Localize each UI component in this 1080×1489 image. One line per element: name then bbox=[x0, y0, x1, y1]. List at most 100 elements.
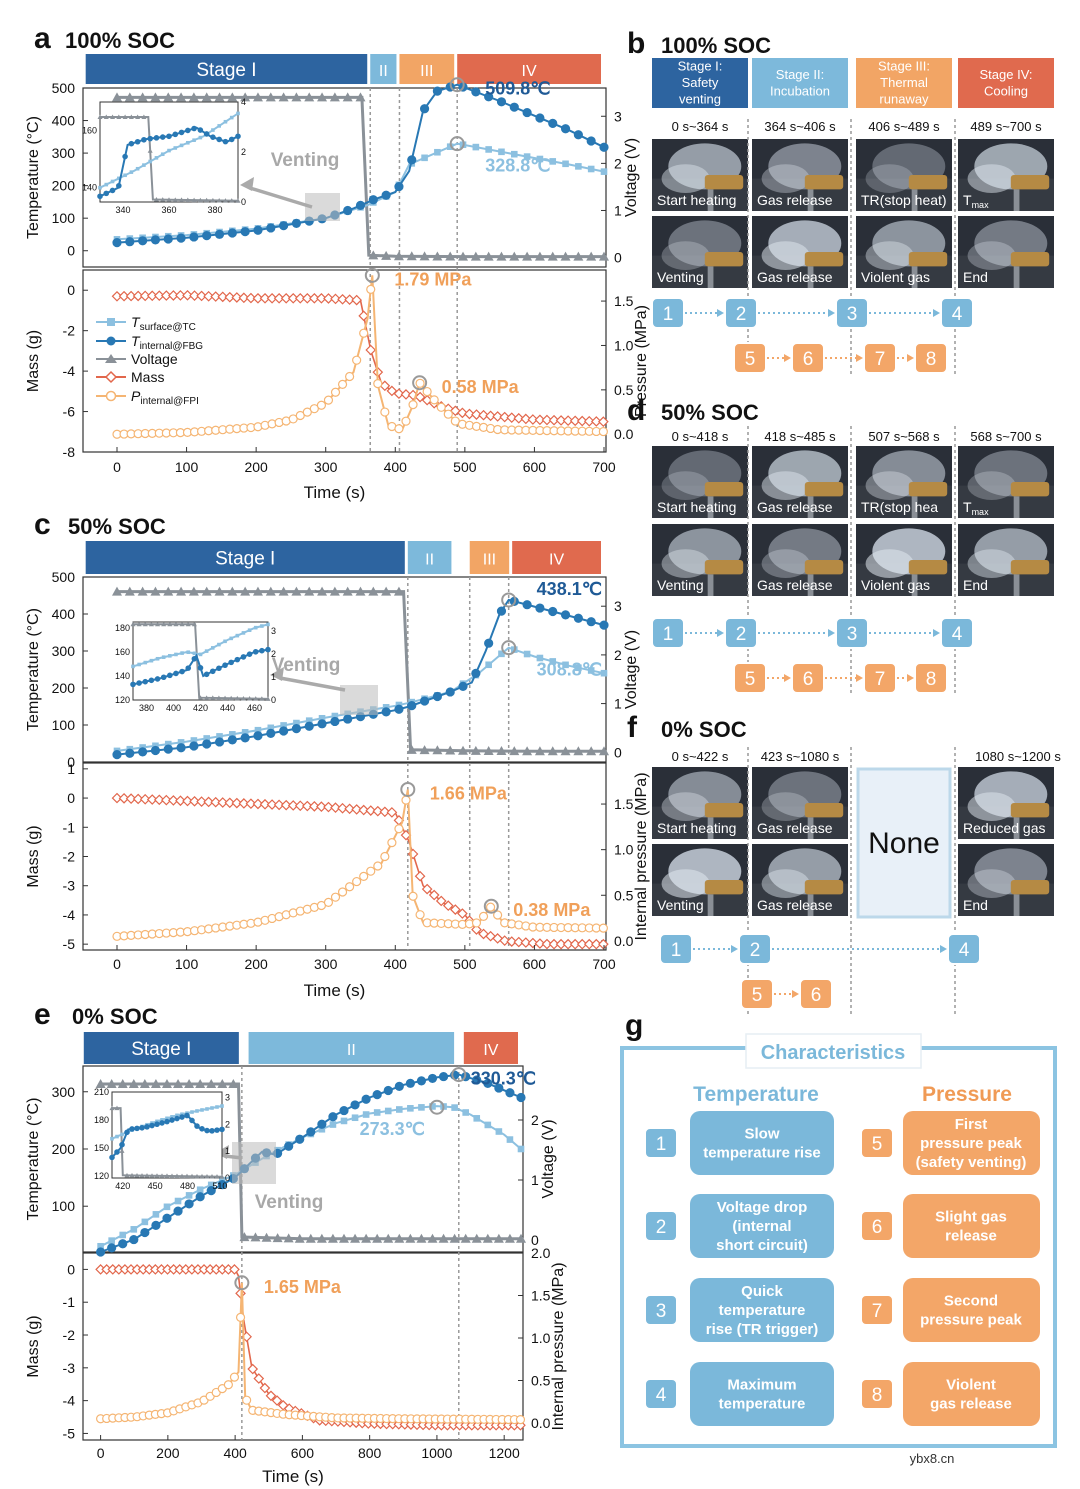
fixture-rod bbox=[707, 266, 714, 288]
flow-step-number: 5 bbox=[745, 349, 756, 370]
inset-voltage-markers-point bbox=[179, 197, 185, 202]
pressure-markers-point bbox=[380, 407, 390, 417]
internal-temp-markers-point bbox=[427, 1073, 438, 1084]
fixture-rod bbox=[807, 266, 814, 288]
voltage-markers-point bbox=[405, 1233, 416, 1243]
mass-markers-point bbox=[125, 290, 137, 302]
inset-y2-tick-label: 2 bbox=[271, 649, 276, 659]
surface-temp-markers-point bbox=[472, 143, 480, 151]
internal-temp-markers-point bbox=[599, 620, 609, 630]
internal-temp-markers-point bbox=[484, 638, 494, 648]
inset-voltage-markers-point bbox=[191, 197, 197, 203]
internal-temp-markers-point bbox=[419, 696, 430, 706]
pressure-markers-point bbox=[316, 400, 327, 410]
x-tick-label: 1000 bbox=[421, 1445, 452, 1461]
inset-internal-markers-point bbox=[178, 129, 185, 136]
peak-annotation: 1.65 MPa bbox=[264, 1277, 342, 1297]
flow-step-number: 7 bbox=[875, 669, 886, 690]
y2-tick-label: 1 bbox=[531, 1172, 539, 1188]
mass-markers-point bbox=[351, 294, 363, 306]
mass-markers-point bbox=[196, 290, 207, 302]
y-axis-title: Temperature (°C) bbox=[25, 1098, 42, 1221]
none-box bbox=[856, 767, 952, 919]
characteristic-text: Quick temperature rise (TR trigger) bbox=[706, 1283, 819, 1338]
mass-markers-point bbox=[229, 1264, 240, 1275]
experiment-photo bbox=[958, 844, 1054, 916]
surface-temp-markers-point bbox=[600, 168, 608, 175]
inset-surface-markers-point bbox=[266, 622, 270, 627]
surface-temp-markers-point bbox=[108, 1237, 115, 1244]
mass-markers-point bbox=[245, 292, 257, 304]
experiment-photo bbox=[652, 767, 748, 839]
inset-x-tick-label: 420 bbox=[193, 703, 208, 713]
stage-time-range: 1080 s~1200 s bbox=[975, 749, 1061, 764]
y-tick-label: 200 bbox=[52, 178, 76, 194]
stage-label: Stage I bbox=[215, 549, 275, 570]
internal-temp-markers-point bbox=[138, 236, 148, 246]
pressure-markers-point bbox=[345, 882, 355, 892]
inset-voltage-markers-point bbox=[214, 1174, 220, 1179]
surface-temp-markers-point bbox=[523, 650, 531, 658]
inset-surface-markers-point bbox=[120, 1132, 124, 1137]
inset-internal-markers-point bbox=[130, 681, 136, 688]
mass-markers-point bbox=[247, 1363, 259, 1375]
flow-step-number: 5 bbox=[872, 1134, 883, 1155]
characteristic-box bbox=[903, 1362, 1040, 1426]
voltage-markers-point bbox=[547, 746, 558, 756]
inset-x-tick-label: 340 bbox=[115, 205, 130, 215]
inset-voltage-markers-point bbox=[179, 621, 185, 627]
inset-voltage-markers bbox=[130, 621, 271, 701]
surface-temp-markers-point bbox=[523, 153, 531, 160]
internal-temp-markers-point bbox=[343, 205, 353, 216]
voltage-markers-point bbox=[316, 1233, 327, 1243]
fixture-rod bbox=[807, 574, 814, 596]
internal-temp-markers-point bbox=[522, 107, 532, 118]
flow-step: 2 bbox=[724, 617, 758, 649]
voltage-markers-point bbox=[252, 586, 263, 596]
x-tick-label: 100 bbox=[175, 459, 199, 475]
inset-voltage-markers-point bbox=[210, 197, 216, 203]
y-tick-label: -1 bbox=[63, 819, 76, 835]
voltage-markers-point bbox=[483, 745, 494, 755]
internal-temp-markers-point bbox=[151, 1220, 161, 1230]
internal-temp-markers-point bbox=[484, 92, 494, 102]
mass-markers-point bbox=[273, 292, 285, 304]
inset-voltage-markers-point bbox=[103, 114, 109, 119]
experiment-photo bbox=[752, 524, 848, 596]
surface-temp-markers-point bbox=[267, 724, 275, 732]
battery-fixture bbox=[804, 803, 844, 818]
internal-temp-markers-point bbox=[573, 130, 583, 140]
inset-internal-markers-point bbox=[197, 665, 204, 671]
stage-segment: II bbox=[370, 54, 397, 84]
peak-annotation: 328.8℃ bbox=[485, 156, 550, 176]
inset-surface-markers-point bbox=[210, 646, 215, 650]
internal-temp-markers-point bbox=[548, 606, 558, 617]
inset-y2-tick-label: 0 bbox=[241, 197, 246, 207]
flow-step-number: 2 bbox=[750, 940, 761, 961]
venting-label: Venting bbox=[271, 150, 340, 171]
internal-temp-markers-point bbox=[284, 1141, 294, 1151]
inset-surface-markers-point bbox=[190, 1110, 194, 1114]
legend-marker bbox=[107, 318, 115, 326]
internal-temp-markers-point bbox=[95, 1247, 106, 1257]
mass-markers-point bbox=[358, 310, 370, 322]
pressure-markers-point bbox=[229, 1372, 240, 1382]
inset-surface-markers-point bbox=[217, 642, 221, 647]
mass-markers-point bbox=[337, 293, 348, 305]
smoke bbox=[865, 241, 914, 270]
inset-internal-markers-point bbox=[166, 133, 172, 140]
battery-fixture bbox=[1010, 880, 1050, 895]
y-tick-label: -2 bbox=[63, 323, 76, 339]
flow-arrowhead bbox=[933, 629, 940, 637]
pressure-markers-point bbox=[373, 861, 383, 871]
surface-temp-markers-point bbox=[207, 1181, 215, 1189]
inset-internal-markers-point bbox=[153, 135, 160, 141]
inset-voltage-markers-point bbox=[234, 695, 240, 701]
flow-step-number: 7 bbox=[875, 349, 886, 370]
mass-markers-point bbox=[520, 413, 532, 425]
battery-fixture bbox=[704, 803, 744, 818]
characteristics-title-box bbox=[745, 1033, 922, 1069]
voltage-markers-point bbox=[393, 586, 404, 596]
inset-voltage-markers-point bbox=[135, 114, 141, 119]
